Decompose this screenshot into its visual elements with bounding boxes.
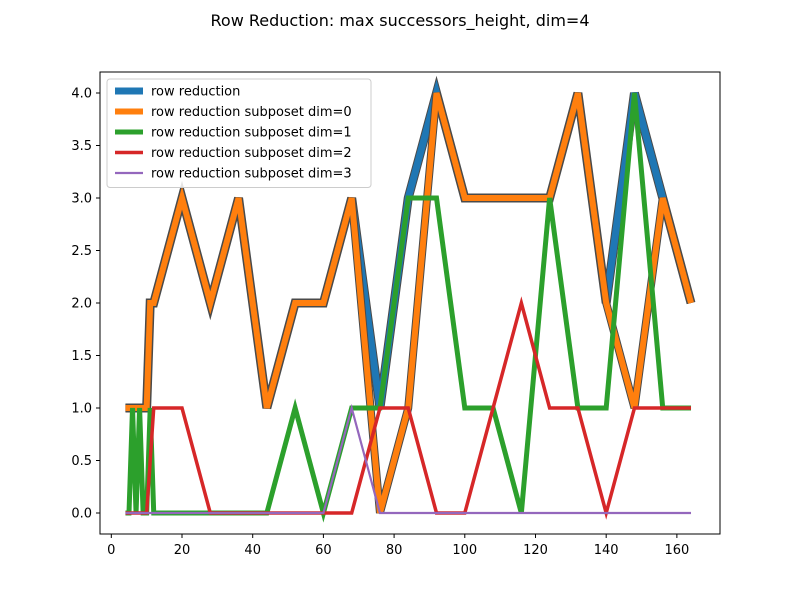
y-tick-label: 1.5	[71, 349, 92, 364]
y-tick-label: 3.5	[71, 139, 92, 154]
x-tick-label: 140	[594, 543, 619, 558]
y-tick-label: 0.5	[71, 454, 92, 469]
y-tick-label: 1.0	[71, 402, 92, 417]
legend-label-0: row reduction	[151, 85, 240, 100]
y-tick-label: 4.0	[71, 87, 92, 102]
legend: row reduction row reduction subposet dim=…	[106, 78, 372, 188]
series-layer	[125, 75, 696, 523]
x-tick-label: 80	[386, 543, 403, 558]
x-axis: 0 20 40 60 80 100 120 140 160	[107, 534, 689, 558]
series-line-2	[125, 92, 692, 523]
series-line-1	[125, 92, 694, 514]
x-tick-label: 20	[174, 543, 191, 558]
chart-title: Row Reduction: max successors_height, di…	[211, 11, 590, 31]
y-tick-label: 3.0	[71, 192, 92, 207]
y-tick-label: 2.5	[71, 244, 92, 259]
series-line-3	[125, 296, 692, 520]
legend-label-3: row reduction subposet dim=2	[151, 146, 352, 161]
x-tick-label: 160	[664, 543, 689, 558]
y-tick-label: 2.0	[71, 297, 92, 312]
x-tick-label: 60	[315, 543, 332, 558]
series-line-4	[125, 403, 692, 515]
legend-label-2: row reduction subposet dim=1	[151, 126, 352, 141]
legend-label-4: row reduction subposet dim=3	[151, 167, 352, 182]
y-axis: 0.0 0.5 1.0 1.5 2.0 2.5 3.0 3.5 4.0	[71, 87, 100, 522]
x-tick-label: 100	[452, 543, 477, 558]
x-tick-label: 0	[107, 543, 115, 558]
y-tick-label: 0.0	[71, 507, 92, 522]
x-tick-label: 120	[523, 543, 548, 558]
legend-label-1: row reduction subposet dim=0	[151, 105, 352, 120]
legend-box	[106, 78, 372, 188]
x-tick-label: 40	[244, 543, 261, 558]
